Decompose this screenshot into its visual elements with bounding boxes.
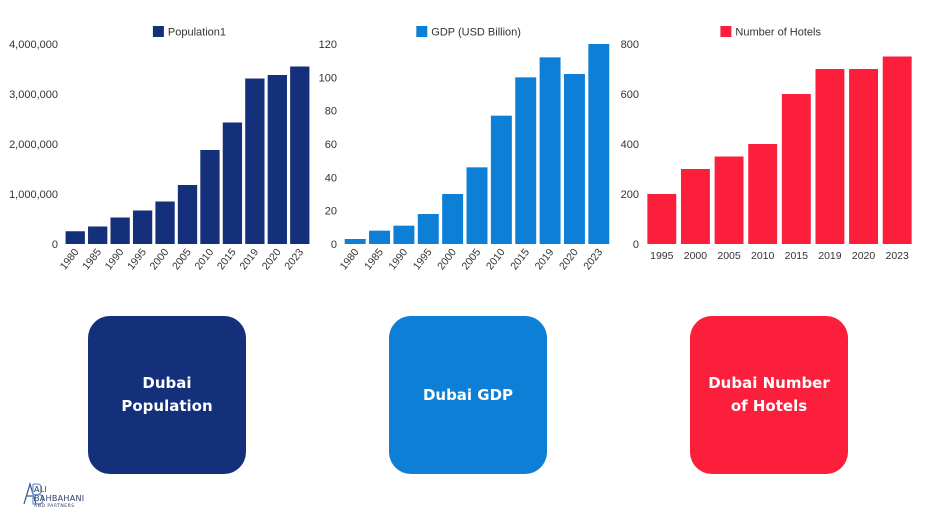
- x-tick-label: 1985: [362, 246, 386, 272]
- x-tick-label: 2019: [237, 246, 261, 272]
- card-label: Dubai Population: [121, 374, 213, 415]
- x-tick-label: 2010: [484, 246, 508, 272]
- bar: [393, 225, 415, 244]
- x-tick-label: 1995: [411, 246, 435, 272]
- bar: [588, 44, 610, 244]
- x-tick-label: 2010: [192, 246, 216, 272]
- x-tick-label: 2019: [533, 246, 557, 272]
- y-tick-label: 1,000,000: [9, 189, 58, 201]
- x-tick-label: 1985: [80, 246, 104, 272]
- bar: [344, 239, 366, 244]
- logo-name-line1: ALI: [34, 485, 48, 494]
- hotels-chart: Number of Hotels 0 200 400 600 800 1995 2000 200…: [621, 26, 912, 262]
- bar: [490, 115, 512, 245]
- y-tick-label: 100: [319, 72, 337, 84]
- y-tick-label: 2,000,000: [9, 139, 58, 151]
- legend-swatch: [720, 26, 732, 37]
- bar: [65, 231, 85, 244]
- x-tick-label: 2020: [852, 250, 876, 262]
- y-tick-label: 800: [621, 39, 639, 51]
- dubai-hotels-card: Dubai Number of Hotels: [690, 316, 848, 474]
- y-tick-label: 20: [325, 206, 337, 218]
- gdp-chart: GDP (USD Billion) 0 20 40 60 80 100 120 1980 1985…: [319, 26, 610, 272]
- y-tick-label: 0: [52, 239, 58, 251]
- legend-label: Number of Hotels: [735, 27, 821, 39]
- logo-name: ALI BAHBAHANI: [34, 485, 84, 503]
- bar: [369, 230, 391, 244]
- y-tick-label: 3,000,000: [9, 89, 58, 101]
- y-tick-label: 400: [621, 139, 639, 151]
- logo-name-line2: BAHBAHANI: [34, 494, 85, 503]
- x-tick-label: 1995: [650, 250, 674, 262]
- ab-monogram-logo-icon: [23, 481, 44, 505]
- y-tick-label: 40: [325, 172, 337, 184]
- bar: [245, 78, 265, 244]
- x-tick-label: 2023: [886, 250, 910, 262]
- bar: [680, 169, 710, 244]
- y-tick-label: 4,000,000: [9, 39, 58, 51]
- card-label: Dubai Number of Hotels: [708, 374, 830, 415]
- dubai-population-card: Dubai Population: [88, 316, 246, 474]
- bar: [647, 194, 677, 244]
- dubai-gdp-card: Dubai GDP: [389, 316, 547, 474]
- bar: [781, 94, 811, 244]
- population-chart: Population1 0 1,000,000 2,000,000 3,000,000 4…: [9, 26, 310, 272]
- x-tick-label: 2020: [557, 246, 581, 272]
- x-tick-label: 2015: [215, 246, 239, 272]
- card-label: Dubai GDP: [422, 385, 514, 404]
- bar: [539, 57, 561, 245]
- charts-area: Population1 0 1,000,000 2,000,000 3,000,000 4…: [9, 26, 912, 272]
- bar: [515, 77, 537, 244]
- x-tick-label: 2015: [785, 250, 809, 262]
- y-tick-label: 80: [325, 106, 337, 118]
- x-tick-label: 1990: [103, 246, 127, 272]
- y-tick-label: 200: [621, 189, 639, 201]
- x-tick-label: 1990: [386, 246, 410, 272]
- x-tick-label: 2019: [818, 250, 842, 262]
- bar: [466, 167, 488, 244]
- bar: [290, 66, 310, 244]
- y-tick-label: 0: [633, 239, 639, 251]
- logo-tagline: AND PARTNERS: [34, 504, 75, 509]
- bar: [200, 150, 220, 244]
- legend-label: GDP (USD Billion): [431, 27, 521, 39]
- x-tick-label: 1980: [338, 246, 362, 272]
- x-tick-label: 2015: [508, 246, 532, 272]
- bar: [563, 74, 585, 244]
- x-tick-label: 2000: [148, 246, 172, 272]
- bar: [417, 214, 439, 244]
- x-tick-label: 2005: [460, 246, 484, 272]
- bar: [815, 69, 845, 244]
- bar: [110, 217, 130, 244]
- legend-swatch: [152, 26, 164, 37]
- y-tick-label: 0: [331, 239, 337, 251]
- x-tick-label: 2005: [717, 250, 741, 262]
- bar: [849, 69, 879, 244]
- x-tick-label: 1995: [125, 246, 149, 272]
- bar: [222, 122, 243, 244]
- bar: [177, 185, 198, 244]
- y-tick-label: 60: [325, 139, 337, 151]
- x-tick-label: 1980: [58, 246, 82, 272]
- bar: [267, 75, 287, 244]
- bar: [442, 194, 464, 244]
- legend-swatch: [416, 26, 428, 37]
- bar: [132, 210, 153, 244]
- x-tick-label: 2005: [170, 246, 194, 272]
- bar: [88, 226, 108, 244]
- x-tick-label: 2023: [282, 246, 306, 272]
- bar: [882, 56, 912, 244]
- x-tick-label: 2010: [751, 250, 775, 262]
- x-tick-label: 2000: [435, 246, 459, 272]
- bar: [155, 201, 175, 244]
- x-tick-label: 2023: [581, 246, 605, 272]
- x-tick-label: 2000: [684, 250, 708, 262]
- x-tick-label: 2020: [260, 246, 284, 272]
- bar: [714, 156, 744, 244]
- bar: [748, 144, 778, 244]
- legend-label: Population1: [168, 27, 226, 39]
- y-tick-label: 600: [621, 89, 639, 101]
- y-tick-label: 120: [319, 39, 337, 51]
